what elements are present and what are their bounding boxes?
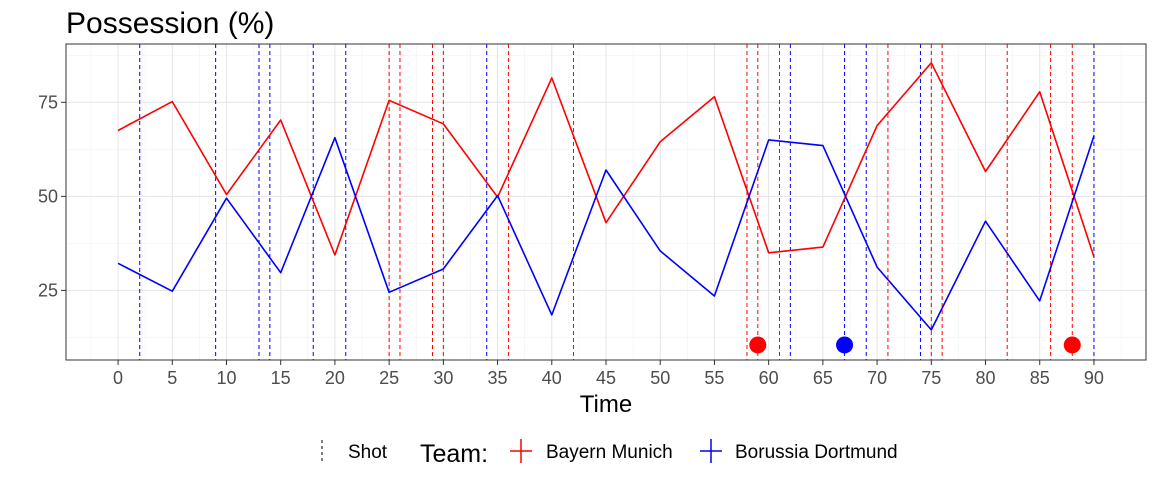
x-tick-label: 10: [216, 368, 236, 388]
x-tick-label: 60: [759, 368, 779, 388]
x-tick-label: 90: [1084, 368, 1104, 388]
x-tick-label: 45: [596, 368, 616, 388]
x-tick-label: 50: [650, 368, 670, 388]
x-tick-label: 80: [976, 368, 996, 388]
x-tick-label: 40: [542, 368, 562, 388]
x-tick-label: 85: [1030, 368, 1050, 388]
x-tick-label: 65: [813, 368, 833, 388]
x-axis-title: Time: [580, 391, 632, 418]
legend-key-bayern: [510, 439, 532, 463]
series-line: [117, 135, 1095, 331]
x-tick-label: 0: [113, 368, 123, 388]
x-tick-label: 20: [325, 368, 345, 388]
goal-marker: [1063, 336, 1081, 354]
chart-title: Possession (%): [66, 7, 274, 40]
x-tick-label: 35: [488, 368, 508, 388]
x-tick-label: 75: [921, 368, 941, 388]
x-tick-label: 30: [433, 368, 453, 388]
legend-team-title: Team:: [420, 440, 488, 468]
axis-layer: 0 5 10 15 20 25 30 35 40 45 50 55 60 65 70 75 80 85 90 25 50…: [38, 92, 1104, 388]
legend: Shot Team: Bayern Munich Borussia Dortmu…: [321, 439, 898, 468]
x-tick-label: 15: [271, 368, 291, 388]
x-tick-label: 25: [379, 368, 399, 388]
y-tick-label: 50: [38, 186, 58, 206]
x-tick-label: 55: [704, 368, 724, 388]
legend-key-dortmund: [700, 439, 722, 463]
goal-markers-layer: [749, 336, 1081, 354]
grid-layer: [66, 44, 1146, 360]
x-tick-label: 70: [867, 368, 887, 388]
legend-label-dortmund: Borussia Dortmund: [735, 442, 898, 463]
shot-lines-layer: [139, 44, 1095, 360]
y-tick-label: 25: [38, 280, 58, 300]
goal-marker: [836, 336, 854, 354]
legend-label-bayern: Bayern Munich: [546, 442, 673, 463]
y-tick-label: 75: [38, 92, 58, 112]
goal-marker: [749, 336, 767, 354]
x-tick-label: 5: [167, 368, 177, 388]
series-line: [117, 61, 1095, 258]
series-layer: [117, 61, 1095, 331]
legend-shot-label: Shot: [348, 442, 388, 463]
